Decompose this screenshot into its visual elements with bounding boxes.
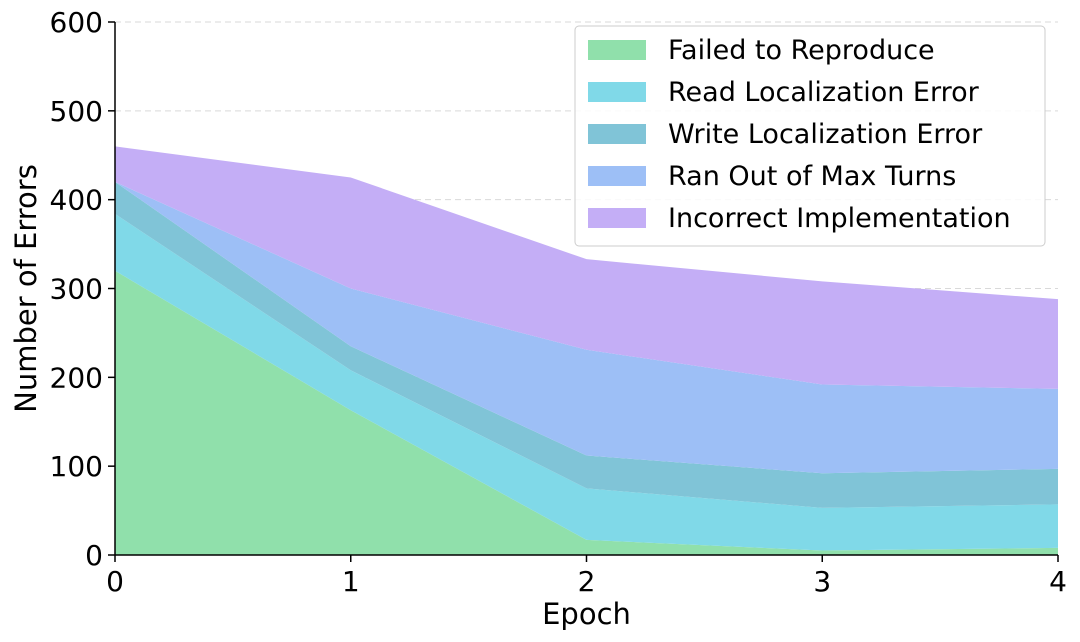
x-axis-title: Epoch: [542, 597, 631, 631]
x-tick-label: 1: [342, 565, 360, 598]
legend-label: Read Localization Error: [668, 77, 980, 108]
y-tick-label: 400: [50, 184, 103, 217]
legend-box: [574, 25, 1046, 247]
legend-label: Incorrect Implementation: [668, 203, 1011, 234]
legend-swatch: [588, 82, 646, 102]
legend-swatch: [588, 166, 646, 186]
legend-swatch: [588, 208, 646, 228]
axis-layer: 0 100 200 300 400 500 600 0 1 2 3 4 Epoch Number of E…: [9, 6, 1067, 631]
y-tick-label: 500: [50, 95, 103, 128]
x-tick-label: 2: [578, 565, 596, 598]
y-tick-label: 100: [50, 450, 103, 483]
legend-label: Ran Out of Max Turns: [668, 161, 956, 192]
legend-swatch: [588, 124, 646, 144]
x-tick-label: 4: [1049, 565, 1067, 598]
legend: Failed to Reproduce Read Localization Err…: [574, 25, 1046, 247]
legend-label: Failed to Reproduce: [668, 35, 935, 66]
y-tick-label: 600: [50, 6, 103, 39]
x-tick-label: 0: [106, 565, 124, 598]
y-axis-title: Number of Errors: [9, 164, 43, 413]
area-failed-to-reproduce: [115, 270, 1058, 555]
area-ran-out-of-max-turns: [115, 181, 1058, 474]
y-tick-label: 200: [50, 361, 103, 394]
y-tick-label: 300: [50, 273, 103, 306]
legend-label: Write Localization Error: [668, 119, 983, 150]
area-read-localization-error: [115, 213, 1058, 551]
area-incorrect-implementation: [115, 146, 1058, 389]
legend-swatch: [588, 40, 646, 60]
area-layer: [115, 146, 1058, 555]
area-write-localization-error: [115, 181, 1058, 508]
y-tick-label: 0: [85, 539, 103, 572]
x-tick-label: 3: [813, 565, 831, 598]
